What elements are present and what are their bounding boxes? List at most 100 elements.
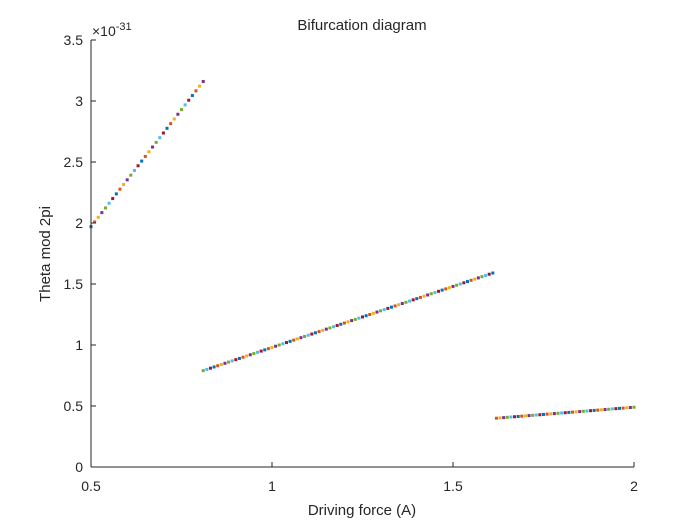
data-point [513, 415, 517, 419]
data-point [256, 350, 260, 354]
chart-title: Bifurcation diagram [297, 17, 426, 34]
data-point [523, 414, 527, 418]
data-point [219, 363, 223, 367]
data-point [183, 103, 187, 107]
data-point [317, 330, 321, 334]
y-tick-label: 2.5 [64, 154, 84, 170]
data-point [509, 415, 513, 419]
y-tick-label: 2 [75, 215, 83, 231]
data-point [422, 294, 426, 298]
y-axis-label: Theta mod 2pi [37, 206, 54, 302]
data-point [465, 280, 469, 284]
y-tick-label: 3.5 [64, 32, 84, 48]
y-exponent: ×10-31 [92, 21, 132, 39]
data-point [284, 341, 288, 345]
data-point [389, 305, 393, 309]
svg-text:×10-31: ×10-31 [92, 21, 132, 39]
data-point [614, 407, 618, 411]
data-point [585, 409, 589, 413]
data-point [621, 406, 625, 410]
data-point [520, 414, 524, 418]
data-point [248, 353, 252, 357]
y-tick-label: 1 [75, 337, 83, 353]
data-point [154, 140, 158, 144]
data-point [252, 352, 256, 356]
data-point [259, 349, 263, 353]
x-tick-label: 0.5 [81, 478, 101, 494]
data-point [339, 322, 343, 326]
data-point [632, 405, 636, 409]
data-point [618, 406, 622, 410]
data-point [628, 406, 632, 410]
data-point [567, 410, 571, 414]
data-point [263, 348, 267, 352]
data-point [241, 355, 245, 359]
data-point [350, 319, 354, 323]
data-point [371, 311, 375, 315]
data-point [375, 310, 379, 314]
data-point [545, 412, 549, 416]
data-point [198, 84, 202, 88]
data-point [603, 408, 607, 412]
data-point [310, 332, 314, 336]
data-point [361, 315, 364, 319]
data-point [176, 112, 180, 116]
data-point [180, 108, 183, 112]
data-point [498, 416, 502, 420]
data-point [324, 327, 328, 331]
data-point [473, 277, 477, 281]
data-point [570, 410, 574, 414]
data-point [549, 412, 553, 416]
y-tick-label: 0.5 [64, 398, 84, 414]
data-point [237, 356, 241, 360]
data-point [165, 126, 169, 130]
data-point [216, 364, 220, 368]
x-tick-label: 1 [268, 478, 276, 494]
data-point [437, 289, 441, 293]
data-point [132, 168, 136, 172]
data-point [447, 286, 451, 290]
data-point [516, 414, 520, 418]
x-ticks: 0.5 1 1.5 2 [81, 462, 638, 494]
y-exponent-power: -31 [116, 21, 132, 33]
data-point [103, 206, 107, 210]
y-tick-label: 0 [75, 459, 83, 475]
data-point [502, 416, 506, 420]
data-point [281, 342, 285, 346]
data-point [201, 79, 205, 83]
data-point [574, 410, 578, 414]
data-point [292, 338, 296, 342]
data-point [400, 302, 404, 306]
data-point [455, 283, 459, 287]
data-point [93, 220, 97, 224]
data-point [303, 334, 307, 338]
x-axis-label: Driving force (A) [308, 502, 416, 519]
data-point [411, 298, 415, 302]
data-point [143, 154, 147, 158]
data-point [187, 98, 191, 102]
data-point [169, 122, 173, 126]
data-point [96, 215, 100, 219]
data-point [158, 136, 162, 140]
data-point [208, 366, 212, 370]
data-point [274, 344, 278, 348]
data-point [328, 326, 332, 330]
data-point [118, 187, 122, 191]
data-point [563, 411, 567, 415]
data-point [151, 145, 155, 149]
data-point [433, 291, 437, 295]
data-point [440, 288, 444, 292]
data-point [313, 331, 317, 335]
data-point [205, 367, 209, 371]
data-point [114, 192, 118, 196]
data-point [306, 333, 310, 337]
data-point [397, 303, 401, 307]
data-point [408, 299, 412, 303]
data-point [451, 284, 455, 288]
data-point [111, 197, 115, 201]
data-point [129, 173, 133, 177]
data-point [610, 407, 614, 411]
data-point [556, 411, 560, 415]
data-point [125, 178, 129, 182]
